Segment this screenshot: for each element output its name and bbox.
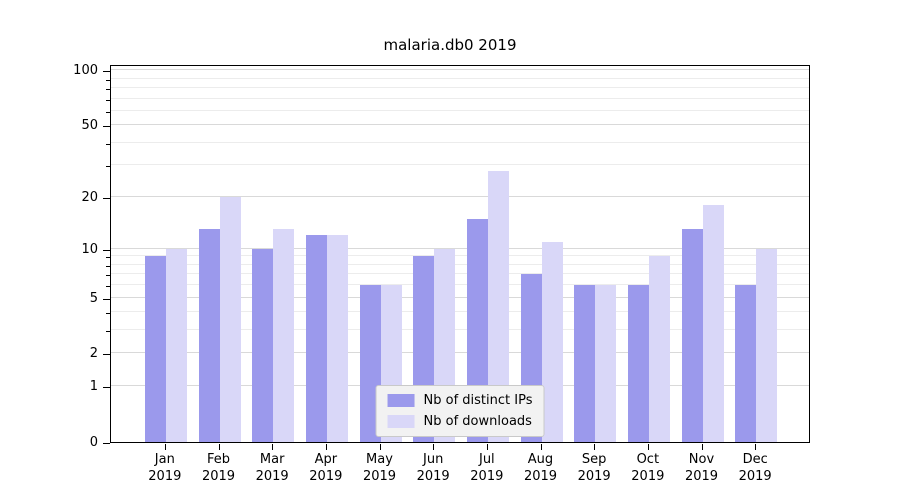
x-tick-label: Jan 2019 xyxy=(148,452,182,484)
legend-label: Nb of downloads xyxy=(423,414,532,429)
bar-downloads xyxy=(595,285,617,442)
minor-gridline xyxy=(111,77,809,79)
y-tick-mark xyxy=(103,126,110,128)
x-tick-mark xyxy=(433,444,435,450)
x-tick-mark xyxy=(379,444,381,450)
y-tick-mark xyxy=(103,443,110,444)
major-gridline xyxy=(111,296,809,298)
x-tick-mark xyxy=(701,444,703,450)
x-tick-mark xyxy=(755,444,757,450)
bar-downloads xyxy=(273,229,295,442)
y-tick-label: 2 xyxy=(89,346,98,362)
bar-downloads xyxy=(219,196,241,442)
chart-title: malaria.db0 2019 xyxy=(383,36,517,54)
x-tick-label: Jul 2019 xyxy=(470,452,504,484)
x-tick-mark xyxy=(272,444,274,450)
x-tick-label: Apr 2019 xyxy=(309,452,343,484)
x-tick-label: Aug 2019 xyxy=(523,452,558,484)
x-tick-mark xyxy=(164,444,166,450)
bar-downloads xyxy=(487,170,509,442)
bar-downloads xyxy=(648,256,670,442)
bar-distinct-ips xyxy=(198,229,220,442)
major-gridline xyxy=(111,195,809,197)
x-tick-label: Dec 2019 xyxy=(738,452,772,484)
x-tick-label: Mar 2019 xyxy=(255,452,289,484)
y-tick-mark xyxy=(103,387,110,389)
legend-swatch xyxy=(387,394,415,407)
major-gridline xyxy=(111,124,809,126)
y-tick-mark xyxy=(103,354,110,356)
y-tick-label: 1 xyxy=(89,379,98,395)
y-tick-label: 50 xyxy=(81,118,98,134)
bar-downloads xyxy=(165,248,187,442)
y-tick-label: 10 xyxy=(81,241,98,257)
bar-distinct-ips xyxy=(735,285,757,442)
x-tick-label: Feb 2019 xyxy=(201,452,236,484)
legend-swatch xyxy=(387,415,415,428)
legend-item: Nb of distinct IPs xyxy=(387,393,533,408)
x-tick-mark xyxy=(647,444,649,450)
bar-distinct-ips xyxy=(359,285,381,442)
y-tick-mark xyxy=(103,298,110,300)
y-tick-mark xyxy=(103,71,110,73)
minor-gridline xyxy=(111,141,809,143)
y-tick-label: 5 xyxy=(89,290,98,306)
bar-distinct-ips xyxy=(305,235,327,442)
minor-gridline xyxy=(111,255,809,257)
minor-gridline xyxy=(111,164,809,166)
y-tick-label: 0 xyxy=(89,435,98,450)
minor-gridline xyxy=(111,284,809,286)
major-gridline xyxy=(111,69,809,71)
legend-item: Nb of downloads xyxy=(387,414,533,429)
bar-distinct-ips xyxy=(252,248,274,442)
minor-gridline xyxy=(111,311,809,313)
bar-distinct-ips xyxy=(574,285,596,442)
minor-gridline xyxy=(111,273,809,275)
major-gridline xyxy=(111,247,809,249)
bar-downloads xyxy=(326,235,348,442)
major-gridline xyxy=(111,352,809,354)
minor-gridline xyxy=(111,86,809,88)
plot-area: Nb of distinct IPs Nb of downloads xyxy=(110,65,810,443)
minor-gridline xyxy=(111,97,809,99)
x-tick-mark xyxy=(486,444,488,450)
legend: Nb of distinct IPs Nb of downloads xyxy=(375,385,545,437)
bar-distinct-ips xyxy=(144,256,166,442)
x-tick-label: Jun 2019 xyxy=(416,452,450,484)
x-tick-mark xyxy=(325,444,327,450)
x-tick-label: Oct 2019 xyxy=(631,452,665,484)
bar-downloads xyxy=(541,241,563,442)
y-tick-label: 100 xyxy=(73,63,98,79)
minor-gridline xyxy=(111,329,809,331)
minor-gridline xyxy=(111,109,809,111)
bar-downloads xyxy=(756,248,778,442)
minor-gridline xyxy=(111,263,809,265)
bar-distinct-ips xyxy=(627,285,649,442)
legend-label: Nb of distinct IPs xyxy=(423,393,533,408)
bar-distinct-ips xyxy=(681,229,703,442)
y-tick-label: 20 xyxy=(81,189,98,205)
y-tick-mark xyxy=(103,249,110,251)
y-tick-mark xyxy=(103,197,110,199)
x-tick-mark xyxy=(218,444,220,450)
x-tick-mark xyxy=(540,444,542,450)
x-tick-label: Sep 2019 xyxy=(577,452,611,484)
x-tick-label: Nov 2019 xyxy=(684,452,719,484)
bar-downloads xyxy=(702,204,724,442)
x-tick-label: May 2019 xyxy=(362,452,397,484)
x-tick-mark xyxy=(594,444,596,450)
